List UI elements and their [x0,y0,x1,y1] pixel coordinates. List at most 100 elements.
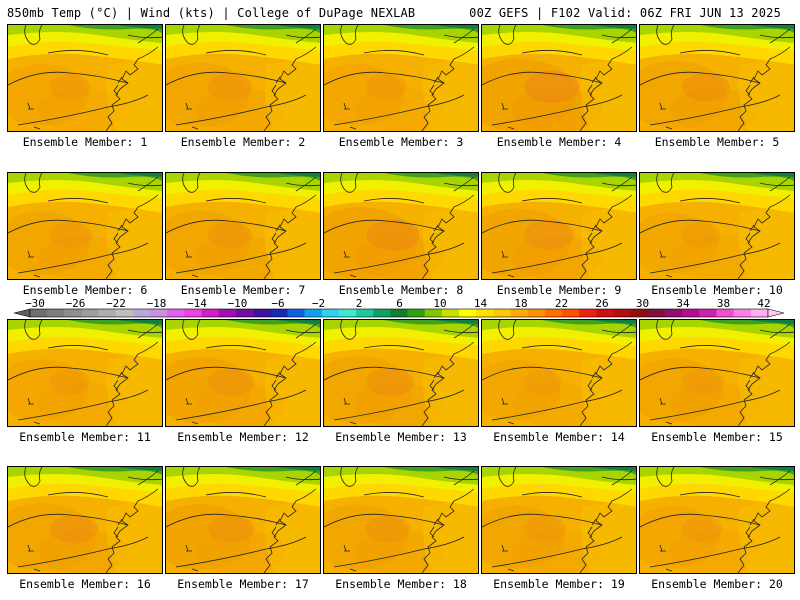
ensemble-map-panel [7,24,163,132]
temperature-field-map [8,173,162,279]
colorbar-swatch [424,309,443,317]
ensemble-member-label: Ensemble Member: 1 [22,135,148,149]
temperature-field-map [166,320,320,426]
ensemble-map-panel [323,24,479,132]
ensemble-member-label: Ensemble Member: 2 [180,135,306,149]
ensemble-member-label: Ensemble Member: 6 [22,283,148,297]
colorbar-swatch [338,309,357,317]
temperature-field-map [324,25,478,131]
colorbar-swatch [544,309,563,317]
temperature-field-map [324,173,478,279]
ensemble-map-panel [639,24,795,132]
ensemble-member-label: Ensemble Member: 15 [651,430,783,444]
colorbar-tick-label: −2 [312,298,325,310]
colorbar-tick-label: −10 [228,298,248,310]
ensemble-map-panel [639,319,795,427]
ensemble-map-panel [165,319,321,427]
ensemble-map-panel [165,24,321,132]
colorbar-swatch [716,309,734,317]
temperature-field-map [482,320,636,426]
colorbar-swatch [321,309,340,317]
colorbar-tick-label: −22 [106,298,126,310]
colorbar-swatch [235,309,254,317]
colorbar-swatch [98,309,117,317]
colorbar-tick-label: 2 [356,298,363,310]
colorbar-swatch [613,309,631,317]
temperature-field-map [640,25,794,131]
ensemble-member-label: Ensemble Member: 19 [493,577,625,591]
colorbar-tick-label: 30 [636,298,649,310]
ensemble-member-label: Ensemble Member: 14 [493,430,625,444]
ensemble-map-panel [7,466,163,574]
colorbar-tick-label: 38 [717,298,730,310]
temperature-field-map [324,320,478,426]
model-run-info: 00Z GEFS | F102 Valid: 06Z FRI JUN 13 20… [469,6,781,20]
ensemble-map-panel [481,172,637,280]
colorbar-swatch [30,309,48,317]
ensemble-map-panel [481,24,637,132]
colorbar-swatch [373,309,391,317]
colorbar-swatch [81,309,99,317]
temperature-field-map [324,467,478,573]
temperature-field-map [640,173,794,279]
colorbar-swatch [476,309,494,317]
colorbar-swatch [150,309,168,317]
colorbar-tick-label: 14 [474,298,488,310]
temperature-field-map [482,173,636,279]
colorbar-swatch [562,309,580,317]
ensemble-map-panel [323,172,479,280]
colorbar-min-arrow [13,308,31,318]
ensemble-member-label: Ensemble Member: 3 [338,135,464,149]
ensemble-map-panel [481,319,637,427]
ensemble-member-label: Ensemble Member: 11 [19,430,151,444]
colorbar-tick-label: −14 [187,298,207,310]
colorbar-tick-label: 22 [555,298,568,310]
ensemble-member-label: Ensemble Member: 10 [651,283,783,297]
colorbar-tick-label: 6 [396,298,403,310]
temperature-field-map [166,25,320,131]
colorbar-swatch [132,309,151,317]
colorbar-tick-label: 42 [757,298,770,310]
ensemble-member-label: Ensemble Member: 20 [651,577,783,591]
colorbar-tick-label: −26 [66,298,86,310]
temperature-field-map [640,467,794,573]
colorbar-swatch [304,309,323,317]
temperature-colorbar: −30 −26 −22 −18 −14 −10 −6 −2 2 6 10 14 18 22 26 30 34 38… [13,298,785,318]
colorbar-swatch [459,309,477,317]
ensemble-member-label: Ensemble Member: 18 [335,577,467,591]
temperature-field-map [8,25,162,131]
ensemble-member-label: Ensemble Member: 9 [496,283,622,297]
colorbar-swatch [596,309,614,317]
colorbar-swatch [441,309,460,317]
colorbar-tick-label: −30 [25,298,45,310]
colorbar-tick-label: −6 [271,298,284,310]
colorbar-max-arrow [767,308,785,318]
colorbar-swatch [527,309,546,317]
colorbar-swatch [356,309,374,317]
colorbar-swatch [270,309,288,317]
temperature-field-map [640,320,794,426]
ensemble-member-label: Ensemble Member: 13 [335,430,467,444]
temperature-field-map [482,467,636,573]
colorbar-swatch [115,309,134,317]
colorbar-tick-label: 26 [595,298,608,310]
colorbar-swatch [218,309,237,317]
colorbar-swatch [184,309,202,317]
temperature-field-map [8,467,162,573]
colorbar-swatch [750,309,769,317]
colorbar-tick-label: 34 [676,298,690,310]
colorbar-tick-label: 10 [433,298,446,310]
ensemble-map-panel [639,172,795,280]
ensemble-member-label: Ensemble Member: 8 [338,283,464,297]
colorbar-swatch [167,309,185,317]
colorbar-swatch [630,309,649,317]
temperature-field-map [482,25,636,131]
colorbar-swatch [47,309,65,317]
colorbar-swatch [647,309,666,317]
colorbar-tick-label: −18 [147,298,167,310]
temperature-field-map [166,173,320,279]
colorbar-swatch [510,309,529,317]
colorbar-swatch [665,309,683,317]
colorbar-swatch [699,309,717,317]
ensemble-map-panel [7,172,163,280]
